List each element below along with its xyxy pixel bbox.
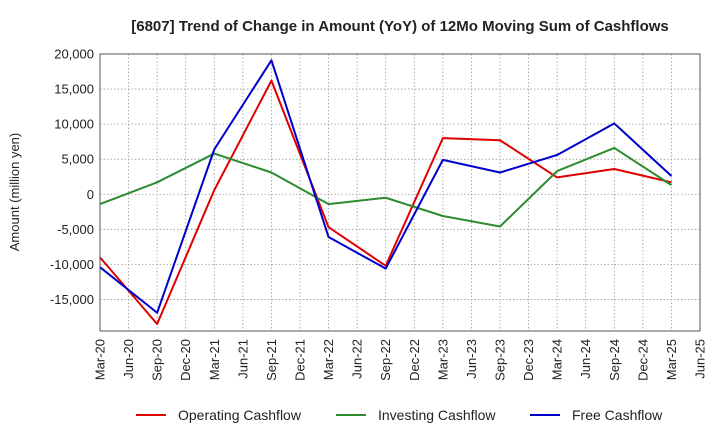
- x-tick-label: Dec-21: [293, 339, 308, 381]
- x-tick-label: Jun-25: [693, 339, 708, 379]
- x-tick-label: Dec-20: [178, 339, 193, 381]
- x-tick-label: Dec-23: [521, 339, 536, 381]
- series-line: [99, 146, 672, 228]
- x-axis-ticks: Mar-20 Jun-20 Sep-20 Dec-20 Mar-21 Jun-21 Sep-…: [93, 339, 708, 381]
- x-tick-label: Sep-22: [378, 339, 393, 381]
- x-tick-label: Dec-22: [407, 339, 422, 381]
- grid: [99, 53, 701, 331]
- legend-label: Investing Cashflow: [378, 407, 496, 423]
- y-tick-label: 10,000: [54, 117, 94, 132]
- x-tick-label: Jun-22: [350, 339, 365, 379]
- y-tick-label: -15,000: [50, 292, 94, 307]
- x-tick-label: Jun-24: [578, 339, 593, 379]
- x-tick-label: Sep-24: [607, 339, 622, 381]
- x-tick-label: Mar-20: [93, 339, 108, 380]
- chart-title: [6807] Trend of Change in Amount (YoY) o…: [131, 18, 669, 35]
- x-tick-label: Jun-20: [121, 339, 136, 379]
- x-tick-label: Mar-23: [435, 339, 450, 380]
- plot-border: [99, 53, 701, 332]
- x-tick-label: Mar-21: [207, 339, 222, 380]
- x-tick-label: Jun-23: [464, 339, 479, 379]
- series-line: [99, 59, 673, 314]
- series-layer: [99, 59, 673, 325]
- y-axis-ticks: 20,000 15,000 10,000 5,000 0 -5,000 -10,000 -15…: [50, 47, 94, 307]
- y-tick-label: -10,000: [50, 257, 94, 272]
- x-tick-label: Mar-22: [321, 339, 336, 380]
- series-line: [99, 79, 672, 325]
- legend-label: Free Cashflow: [572, 407, 663, 423]
- x-tick-label: Mar-25: [664, 339, 679, 380]
- y-tick-label: 5,000: [61, 152, 94, 167]
- legend: Operating Cashflow Investing Cashflow Free…: [136, 407, 663, 423]
- y-tick-label: 0: [87, 187, 94, 202]
- y-axis-label: Amount (million yen): [7, 133, 22, 252]
- x-tick-label: Sep-23: [493, 339, 508, 381]
- y-tick-label: -5,000: [57, 222, 94, 237]
- x-tick-label: Dec-24: [635, 339, 650, 381]
- x-tick-label: Sep-20: [150, 339, 165, 381]
- x-tick-label: Jun-21: [235, 339, 250, 379]
- x-tick-label: Mar-24: [550, 339, 565, 380]
- y-tick-label: 15,000: [54, 82, 94, 97]
- x-tick-label: Sep-21: [264, 339, 279, 381]
- legend-label: Operating Cashflow: [178, 407, 302, 423]
- y-tick-label: 20,000: [54, 47, 94, 62]
